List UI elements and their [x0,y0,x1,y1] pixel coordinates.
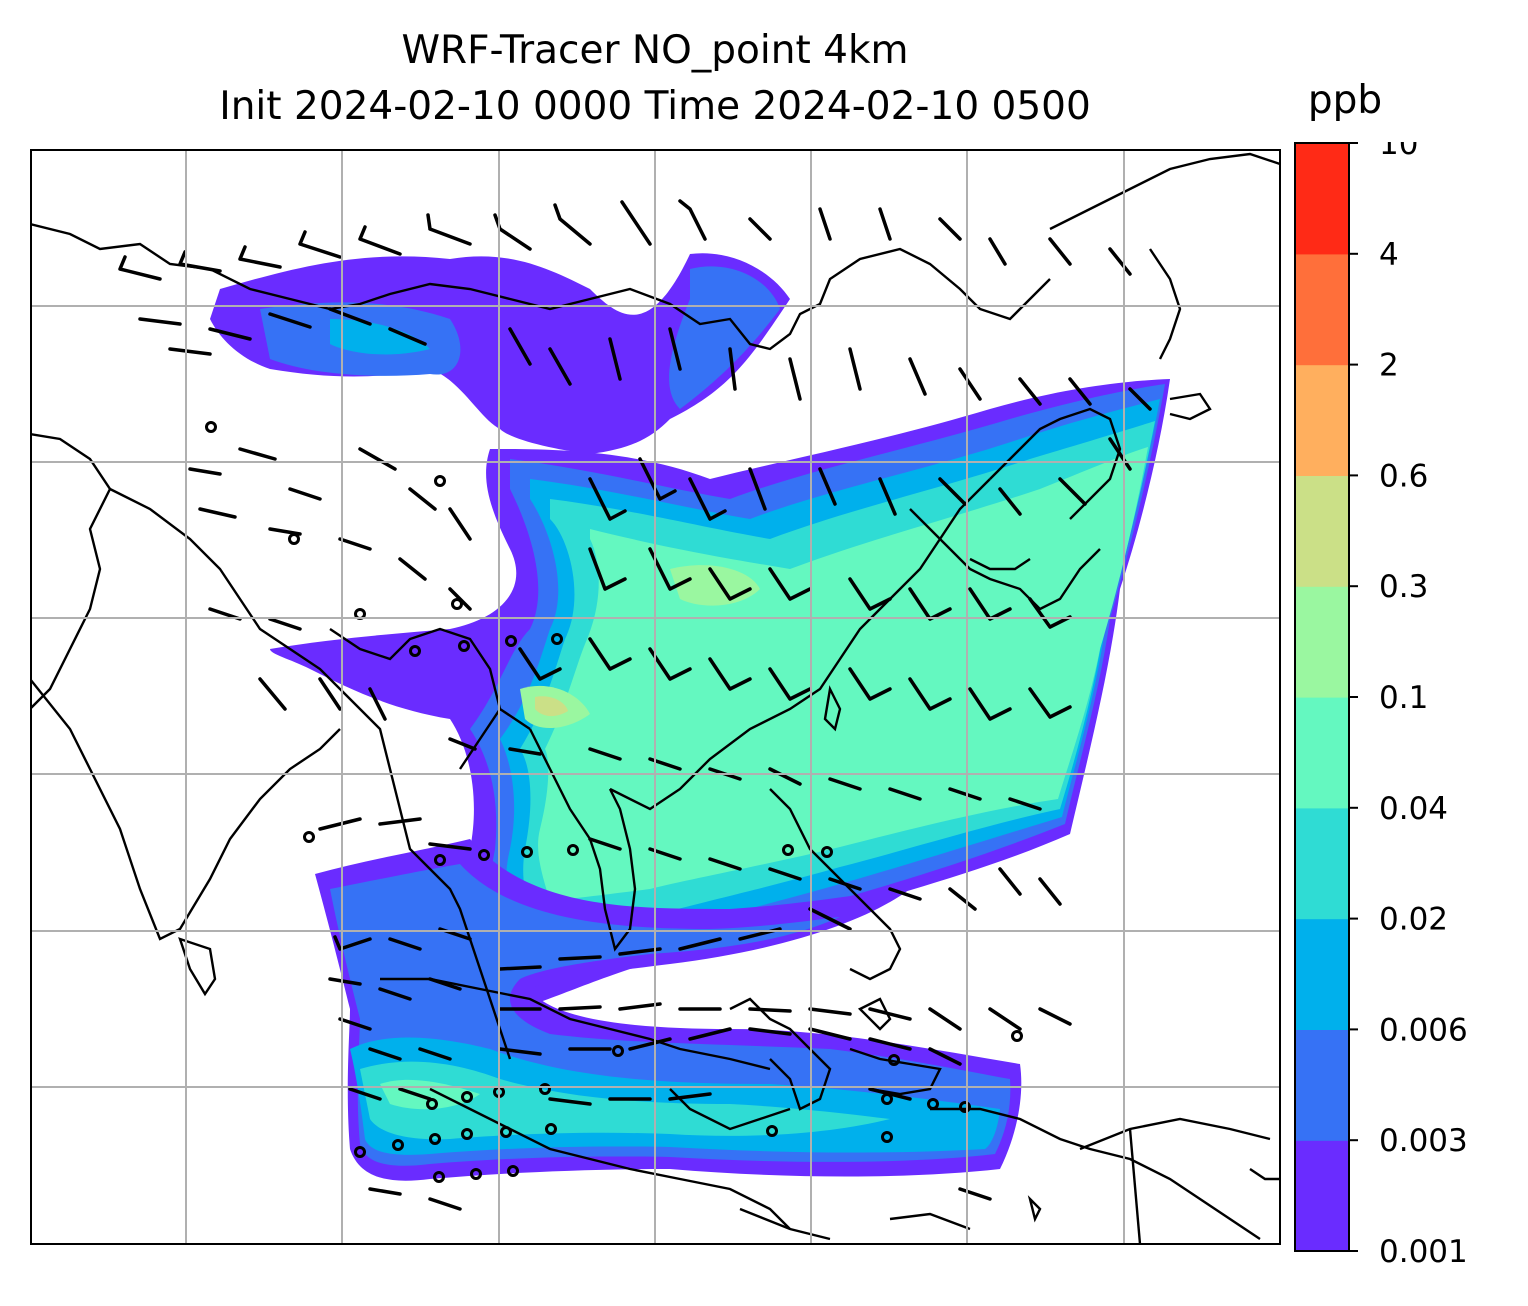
calm-wind-markers [205,421,1023,1183]
map-panel [30,149,1281,1245]
colorbar-tick-label: 2 [1379,348,1399,384]
tracer-field [210,253,1170,1181]
map-title-line-1: WRF-Tracer NO_point 4km [401,28,909,73]
colorbar-tick-label: 0.04 [1379,791,1448,827]
colorbar: 0.001 0.003 0.006 0.02 0.04 0.1 0.3 0.6 2 4 10 [1294,142,1468,1270]
colorbar-segment [1295,1029,1349,1141]
colorbar-segment [1295,586,1349,698]
colorbar-tick-label: 4 [1379,237,1399,273]
colorbar-unit-label: ppb [1307,78,1383,123]
colorbar-segment [1295,807,1349,920]
colorbar-segment [1295,364,1349,476]
colorbar-tick-label: 0.001 [1379,1234,1468,1270]
colorbar-tick-label: 0.006 [1379,1012,1468,1048]
colorbar-tick-label: 0.003 [1379,1123,1468,1159]
colorbar-tick-label: 0.3 [1379,569,1428,605]
coastlines [30,152,1280,1244]
colorbar-segment [1295,143,1349,255]
wind-barbs [118,199,1152,1211]
map-title-line-2: Init 2024-02-10 0000 Time 2024-02-10 050… [219,84,1091,129]
colorbar-segment [1295,253,1349,366]
map-frame [30,149,1281,1245]
colorbar-tick-label: 10 [1379,142,1418,162]
colorbar-segment [1295,1140,1349,1252]
colorbar-segment [1295,918,1349,1030]
colorbar-tick-label: 0.6 [1379,458,1428,494]
colorbar-tick-label: 0.02 [1379,902,1448,938]
colorbar-segment [1295,697,1349,809]
map-gridlines [30,149,1280,1244]
colorbar-tick-label: 0.1 [1379,680,1428,716]
colorbar-segment [1295,475,1349,587]
